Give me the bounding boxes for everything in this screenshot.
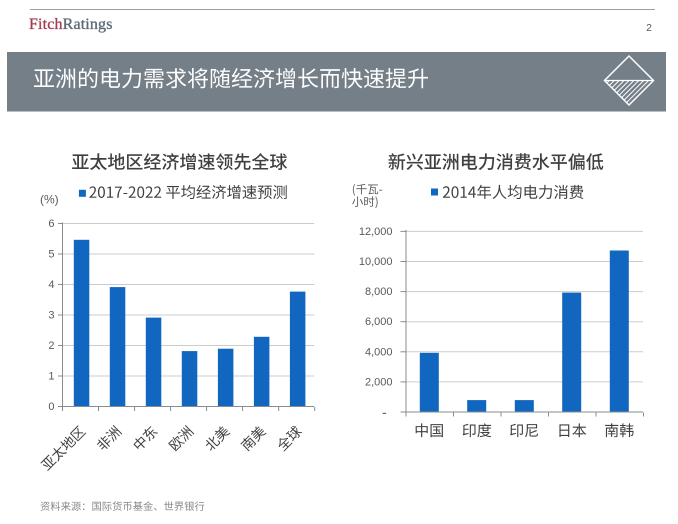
- svg-text:2: 2: [48, 340, 54, 352]
- svg-text:6,000: 6,000: [365, 316, 393, 328]
- svg-text:1: 1: [48, 371, 54, 383]
- svg-text:4: 4: [48, 279, 54, 291]
- svg-text:2: 2: [646, 22, 652, 34]
- svg-text:8,000: 8,000: [365, 286, 393, 298]
- svg-text:4,000: 4,000: [365, 346, 393, 358]
- svg-text:10,000: 10,000: [359, 256, 393, 268]
- svg-text:FitchRatings: FitchRatings: [29, 16, 113, 33]
- svg-text:12,000: 12,000: [359, 226, 393, 238]
- svg-text:3: 3: [48, 310, 54, 322]
- svg-text:6: 6: [48, 218, 54, 230]
- svg-text:0: 0: [48, 401, 54, 413]
- svg-text:(%): (%): [40, 193, 59, 207]
- svg-text:2,000: 2,000: [365, 376, 393, 388]
- svg-text:5: 5: [48, 249, 54, 261]
